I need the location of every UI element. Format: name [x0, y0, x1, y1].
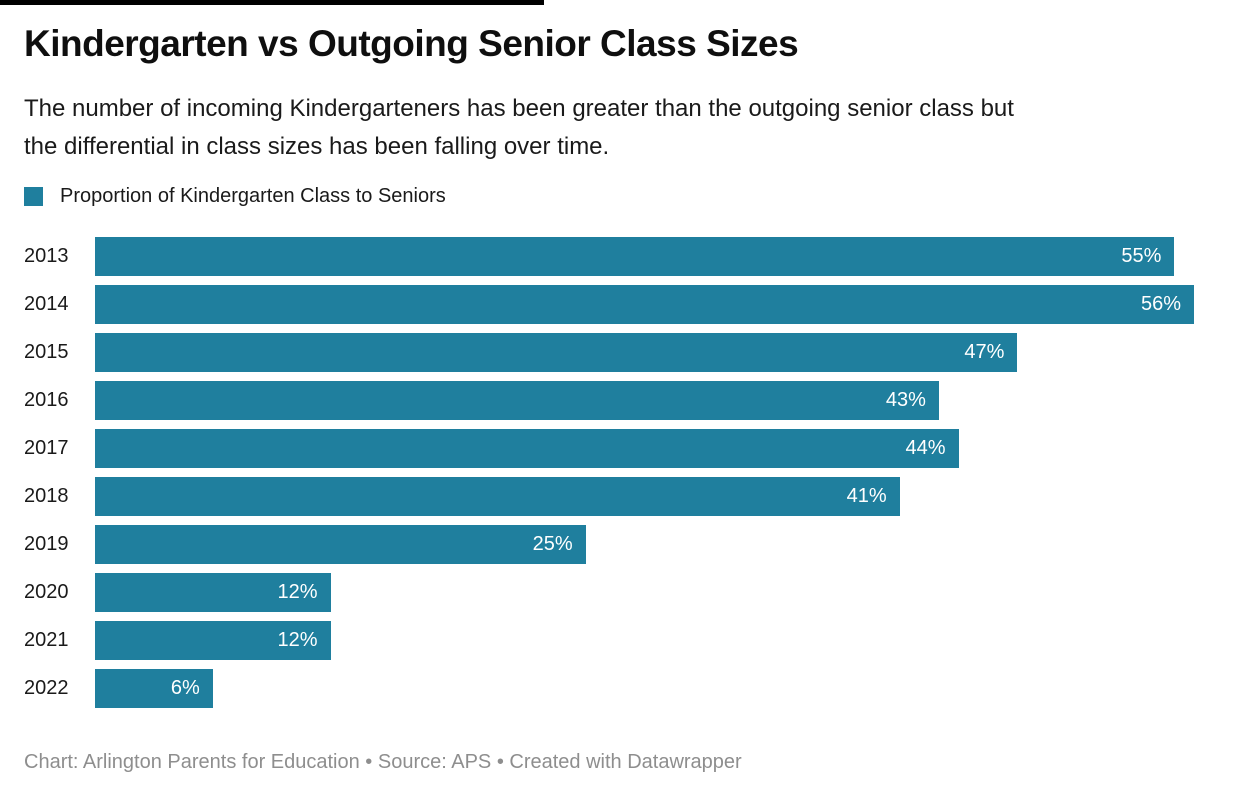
bar-track: 44% [95, 429, 1194, 468]
bar-value-label: 41% [846, 485, 887, 507]
footer-attribution: Chart: Arlington Parents for Education •… [24, 751, 742, 773]
bar-value-label: 25% [532, 533, 573, 555]
year-label: 2015 [24, 341, 69, 363]
bar-row: 2015 47% [24, 333, 1194, 372]
bar-track: 43% [95, 381, 1194, 420]
bar-track: 25% [95, 525, 1194, 564]
bar-row: 2014 56% [24, 285, 1194, 324]
bar-value-label: 47% [964, 341, 1005, 363]
chart-title: Kindergarten vs Outgoing Senior Class Si… [24, 23, 799, 64]
bar: 12% [95, 573, 331, 612]
legend-swatch-icon [24, 186, 43, 206]
year-label: 2016 [24, 389, 69, 411]
year-label: 2018 [24, 485, 69, 507]
bar-row: 2016 43% [24, 381, 1194, 420]
bar-value-label: 43% [885, 389, 926, 411]
bar-track: 12% [95, 621, 1194, 660]
bar-row: 2020 12% [24, 573, 1194, 612]
bar: 12% [95, 621, 331, 660]
chart-container: Kindergarten vs Outgoing Senior Class Si… [24, 23, 1216, 773]
bar: 41% [95, 477, 900, 516]
legend-label: Proportion of Kindergarten Class to Seni… [60, 185, 446, 207]
bar: 44% [95, 429, 959, 468]
year-label: 2013 [24, 245, 69, 267]
bar-value-label: 12% [277, 581, 318, 603]
bar-value-label: 12% [277, 629, 318, 651]
year-label: 2017 [24, 437, 69, 459]
bar-row: 2017 44% [24, 429, 1194, 468]
bar-value-label: 55% [1121, 245, 1162, 267]
chart-description-line-1: The number of incoming Kindergarteners h… [24, 95, 1014, 122]
bar-row: 2013 55% [24, 237, 1194, 276]
bar: 55% [95, 237, 1175, 276]
bar-track: 56% [95, 285, 1194, 324]
bar: 56% [95, 285, 1194, 324]
bar-value-label: 56% [1140, 293, 1181, 315]
year-label: 2022 [24, 677, 69, 699]
year-label: 2019 [24, 533, 69, 555]
bar-chart: 2013 55% 2014 56% 2015 47% 2016 43% 2017 [24, 237, 1216, 708]
bar: 43% [95, 381, 939, 420]
bar-track: 47% [95, 333, 1194, 372]
bar-track: 12% [95, 573, 1194, 612]
bar-value-label: 44% [905, 437, 946, 459]
bar: 47% [95, 333, 1018, 372]
bar-track: 55% [95, 237, 1194, 276]
bar-track: 6% [95, 669, 1194, 708]
year-label: 2014 [24, 293, 69, 315]
top-edge-bar [0, 0, 544, 5]
bar-row: 2022 6% [24, 669, 1194, 708]
year-label: 2021 [24, 629, 69, 651]
chart-description-line-2: the differential in class sizes has been… [24, 133, 610, 160]
bar: 6% [95, 669, 213, 708]
year-label: 2020 [24, 581, 69, 603]
bar-row: 2018 41% [24, 477, 1194, 516]
bar-value-label: 6% [170, 677, 200, 699]
bar-row: 2019 25% [24, 525, 1194, 564]
bar: 25% [95, 525, 586, 564]
bar-row: 2021 12% [24, 621, 1194, 660]
legend: Proportion of Kindergarten Class to Seni… [24, 185, 1216, 207]
chart-description: The number of incoming Kindergarteners h… [24, 90, 1216, 166]
bar-track: 41% [95, 477, 1194, 516]
